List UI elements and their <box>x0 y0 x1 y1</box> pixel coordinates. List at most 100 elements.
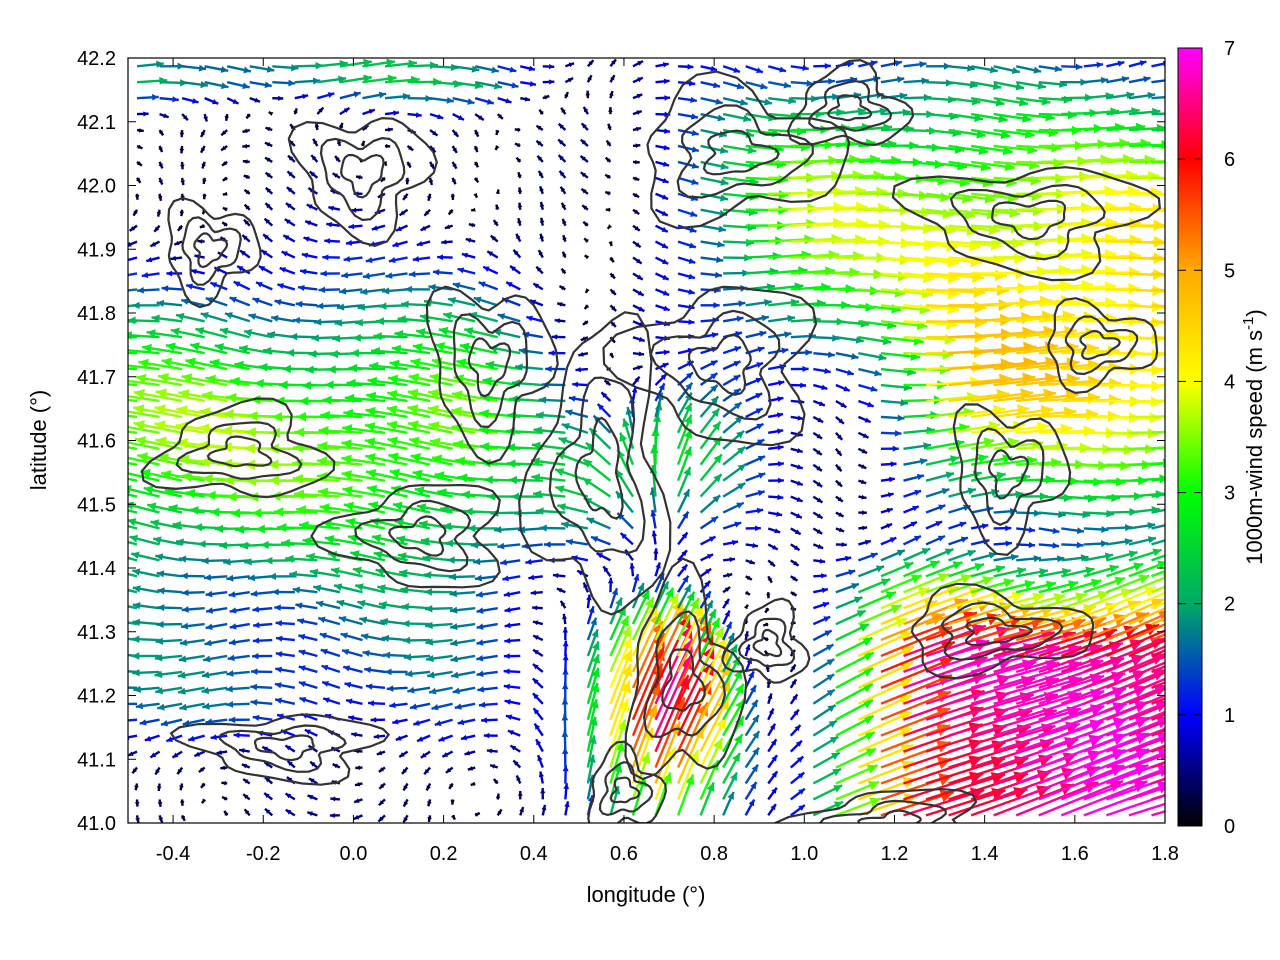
wind-vector <box>180 572 205 580</box>
wind-vector <box>812 399 826 407</box>
wind-vector <box>341 470 386 482</box>
wind-vector <box>744 684 757 705</box>
wind-vector <box>156 783 162 792</box>
wind-vector <box>655 272 670 281</box>
wind-vector <box>1151 569 1165 578</box>
wind-vector <box>405 177 410 185</box>
y-tick-label: 41.3 <box>77 622 116 644</box>
wind-vector <box>146 329 183 339</box>
wind-vector <box>156 620 183 629</box>
wind-vector <box>157 604 183 612</box>
wind-vector <box>386 685 408 692</box>
wind-vector <box>202 193 207 200</box>
wind-vector <box>562 627 569 641</box>
wind-vector <box>699 384 719 402</box>
wind-vector <box>1151 462 1165 466</box>
wind-vector <box>158 129 165 136</box>
wind-vector <box>631 596 655 641</box>
wind-vector <box>362 649 386 658</box>
wind-vector <box>128 461 138 466</box>
wind-vector <box>339 106 351 116</box>
wind-vector <box>655 362 669 371</box>
wind-vector <box>562 234 567 242</box>
wind-vector <box>295 300 318 308</box>
wind-vector <box>655 176 669 184</box>
wind-vector <box>722 598 731 609</box>
wind-vector <box>1016 555 1042 563</box>
wind-vector <box>503 653 521 660</box>
wind-vector <box>1015 592 1066 610</box>
wind-vector <box>344 393 386 403</box>
wind-vector <box>420 224 431 232</box>
wind-vector <box>160 718 183 727</box>
wind-vector <box>131 766 138 774</box>
wind-vector <box>158 145 164 153</box>
wind-vector <box>296 505 340 515</box>
wind-vector <box>812 800 844 817</box>
wind-vector <box>554 318 566 324</box>
wind-vector <box>532 634 544 642</box>
wind-vector <box>324 380 363 390</box>
wind-vector <box>609 680 632 737</box>
wind-vector <box>1151 399 1165 403</box>
wind-vector <box>858 552 879 562</box>
wind-vector <box>298 649 318 658</box>
wind-vector <box>880 445 899 452</box>
wind-vector <box>331 172 341 179</box>
wind-vector <box>329 812 340 818</box>
wind-vector <box>925 547 954 562</box>
wind-vector <box>722 733 744 769</box>
wind-vector <box>767 707 775 721</box>
wind-vector <box>441 750 454 758</box>
wind-vector <box>790 463 804 470</box>
wind-vector <box>655 128 671 134</box>
wind-vector <box>1128 687 1165 705</box>
wind-vector <box>157 193 163 202</box>
wind-vector <box>607 577 614 593</box>
wind-vector <box>377 814 386 823</box>
wind-vector <box>450 638 476 647</box>
wind-vector <box>463 327 498 339</box>
wind-vector <box>478 701 498 708</box>
wind-vector <box>506 459 543 468</box>
wind-vector <box>813 587 829 594</box>
wind-vector <box>596 552 611 562</box>
wind-vector <box>503 591 521 598</box>
wind-vector <box>303 236 318 243</box>
wind-vector <box>880 414 905 422</box>
colorbar-tick-label: 3 <box>1224 483 1235 505</box>
wind-vector <box>1128 304 1165 309</box>
wind-vector <box>857 617 908 642</box>
wind-vector <box>790 771 805 785</box>
wind-vector <box>812 463 823 472</box>
wind-vector <box>128 364 160 371</box>
wind-vector <box>812 673 835 689</box>
wind-vector <box>1151 208 1165 212</box>
wind-vector <box>903 560 941 578</box>
wind-vector <box>275 635 295 642</box>
wind-vector <box>464 750 476 756</box>
wind-vector <box>412 718 431 726</box>
wind-vector <box>133 685 160 693</box>
wind-vector <box>143 485 183 498</box>
wind-vector <box>391 344 431 355</box>
wind-vector <box>279 266 296 275</box>
wind-vector <box>903 572 950 594</box>
wind-vector <box>302 536 341 546</box>
wind-vector <box>766 592 771 599</box>
wind-vector <box>536 155 544 163</box>
wind-vector <box>517 791 523 800</box>
wind-vector <box>136 286 160 294</box>
wind-vector <box>366 484 408 498</box>
wind-vector <box>722 539 739 546</box>
wind-vector <box>495 129 500 136</box>
wind-vector <box>341 271 363 279</box>
wind-vector <box>948 536 969 546</box>
wind-vector <box>456 358 498 371</box>
wind-vector <box>316 456 363 467</box>
wind-vector <box>298 520 341 531</box>
wind-vector <box>408 270 431 278</box>
wind-vector <box>880 574 923 594</box>
wind-vector <box>250 683 273 691</box>
wind-vector <box>407 420 453 435</box>
